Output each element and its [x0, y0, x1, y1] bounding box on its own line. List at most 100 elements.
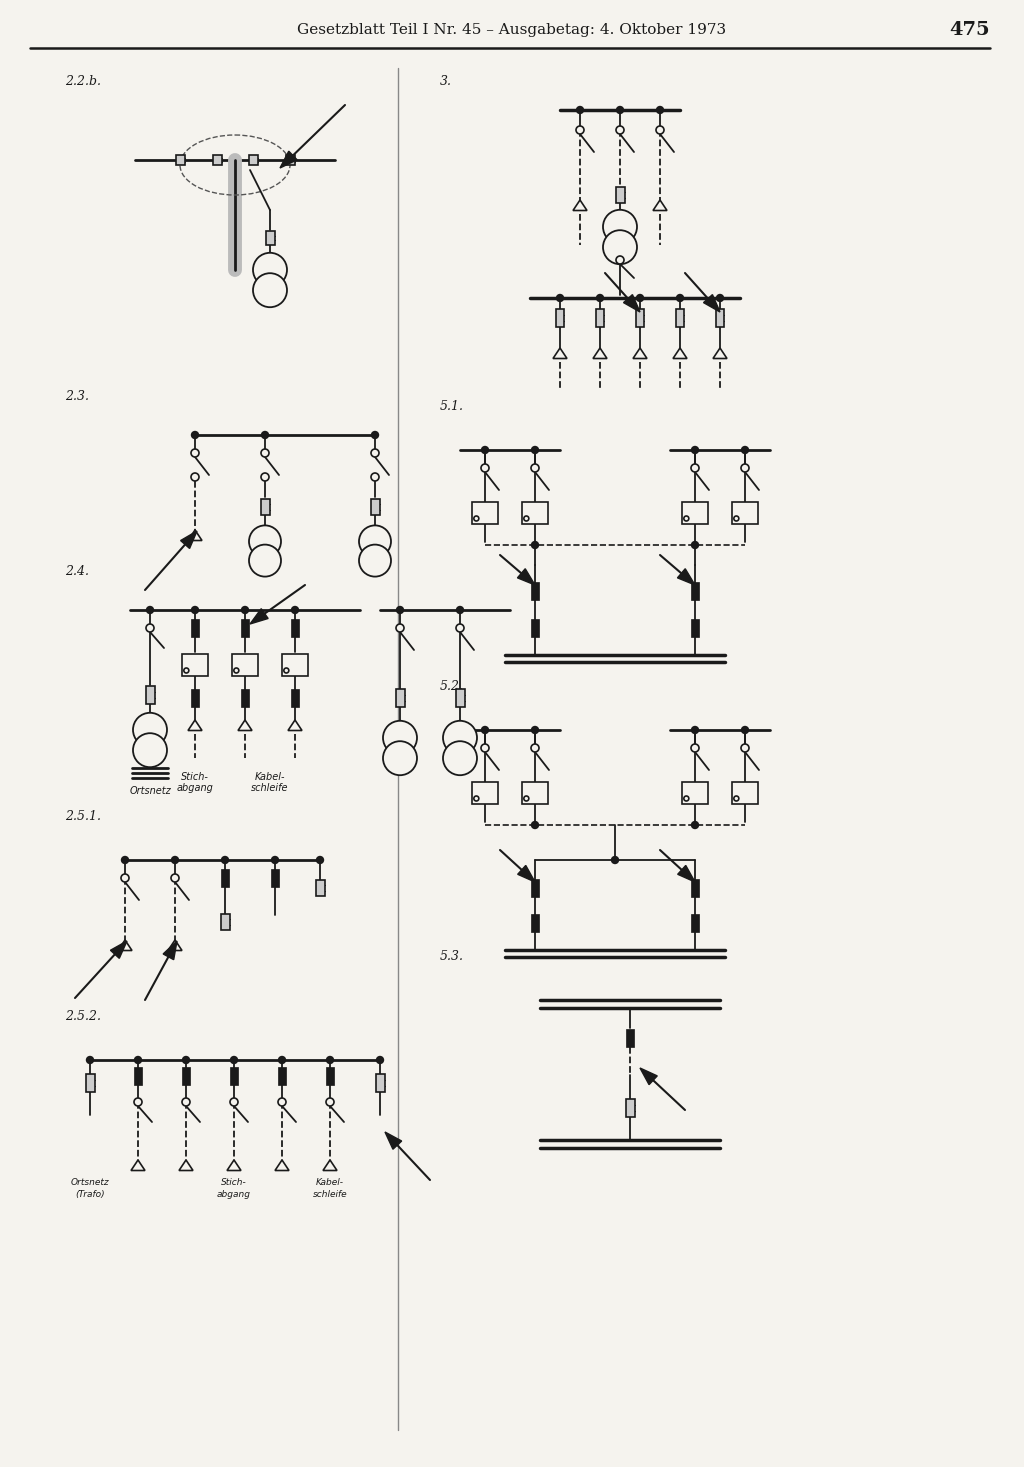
- Bar: [615, 186, 625, 202]
- Bar: [278, 1067, 286, 1086]
- Polygon shape: [703, 295, 720, 312]
- Bar: [531, 914, 539, 932]
- Bar: [472, 782, 498, 804]
- Circle shape: [474, 797, 479, 801]
- Bar: [596, 310, 604, 327]
- Circle shape: [278, 1097, 286, 1106]
- Circle shape: [691, 822, 698, 829]
- Bar: [395, 689, 404, 707]
- Polygon shape: [168, 940, 182, 951]
- Text: 2.3.: 2.3.: [65, 390, 89, 403]
- Bar: [676, 310, 684, 327]
- Circle shape: [575, 126, 584, 133]
- Circle shape: [261, 431, 268, 439]
- Bar: [134, 1067, 142, 1086]
- Polygon shape: [323, 1160, 337, 1171]
- Polygon shape: [640, 1068, 657, 1084]
- Circle shape: [253, 252, 287, 288]
- Bar: [626, 1028, 634, 1047]
- Polygon shape: [633, 348, 647, 358]
- Circle shape: [271, 857, 279, 864]
- Text: 5.3.: 5.3.: [440, 951, 464, 962]
- Circle shape: [230, 1097, 238, 1106]
- Circle shape: [359, 525, 391, 557]
- Text: abgang: abgang: [217, 1190, 251, 1199]
- Text: 5.2.: 5.2.: [440, 681, 464, 692]
- Polygon shape: [179, 1160, 193, 1171]
- Circle shape: [577, 107, 584, 113]
- Circle shape: [691, 464, 699, 472]
- Polygon shape: [517, 569, 535, 585]
- Circle shape: [327, 1056, 334, 1064]
- Text: Stich-: Stich-: [181, 772, 209, 782]
- Circle shape: [481, 446, 488, 453]
- Polygon shape: [678, 569, 695, 585]
- Circle shape: [191, 431, 199, 439]
- Circle shape: [134, 1097, 142, 1106]
- Text: Stich-: Stich-: [221, 1178, 247, 1187]
- Bar: [282, 654, 308, 676]
- Circle shape: [284, 667, 289, 673]
- Circle shape: [86, 1056, 93, 1064]
- Circle shape: [531, 726, 539, 734]
- Circle shape: [261, 472, 269, 481]
- Circle shape: [481, 464, 489, 472]
- Circle shape: [656, 126, 664, 133]
- Circle shape: [292, 606, 299, 613]
- Circle shape: [371, 449, 379, 458]
- Text: abgang: abgang: [176, 783, 213, 794]
- Polygon shape: [678, 866, 695, 882]
- Circle shape: [122, 857, 128, 864]
- Bar: [732, 782, 758, 804]
- Circle shape: [741, 744, 749, 753]
- Circle shape: [524, 797, 528, 801]
- Circle shape: [474, 516, 479, 521]
- Polygon shape: [385, 1133, 401, 1149]
- Circle shape: [531, 744, 539, 753]
- Circle shape: [133, 734, 167, 767]
- Polygon shape: [673, 348, 687, 358]
- Bar: [85, 1074, 94, 1091]
- Circle shape: [182, 1097, 190, 1106]
- Polygon shape: [188, 720, 202, 731]
- Circle shape: [171, 874, 179, 882]
- Circle shape: [443, 720, 477, 756]
- Circle shape: [371, 472, 379, 481]
- Circle shape: [383, 741, 417, 775]
- Circle shape: [221, 857, 228, 864]
- Circle shape: [456, 623, 464, 632]
- Bar: [691, 914, 699, 932]
- Circle shape: [691, 446, 698, 453]
- Circle shape: [396, 623, 404, 632]
- Bar: [531, 879, 539, 896]
- Polygon shape: [227, 1160, 241, 1171]
- Circle shape: [597, 295, 603, 302]
- Bar: [260, 499, 269, 515]
- Text: 2.5.1.: 2.5.1.: [65, 810, 101, 823]
- Circle shape: [691, 744, 699, 753]
- Circle shape: [146, 623, 154, 632]
- Circle shape: [242, 606, 249, 613]
- Polygon shape: [624, 295, 640, 312]
- Text: 3.: 3.: [440, 75, 452, 88]
- Polygon shape: [131, 1160, 145, 1171]
- Bar: [249, 156, 257, 164]
- Circle shape: [191, 606, 199, 613]
- Circle shape: [677, 295, 683, 302]
- Bar: [691, 582, 699, 600]
- Bar: [213, 156, 221, 164]
- Circle shape: [326, 1097, 334, 1106]
- Circle shape: [556, 295, 563, 302]
- Bar: [241, 689, 249, 707]
- Bar: [182, 654, 208, 676]
- Circle shape: [524, 516, 528, 521]
- Bar: [191, 619, 199, 637]
- Bar: [522, 782, 548, 804]
- Bar: [376, 1074, 384, 1091]
- Text: Kabel-: Kabel-: [316, 1178, 344, 1187]
- Bar: [691, 879, 699, 896]
- Circle shape: [691, 541, 698, 549]
- Bar: [682, 782, 708, 804]
- Polygon shape: [163, 940, 177, 959]
- Bar: [691, 619, 699, 637]
